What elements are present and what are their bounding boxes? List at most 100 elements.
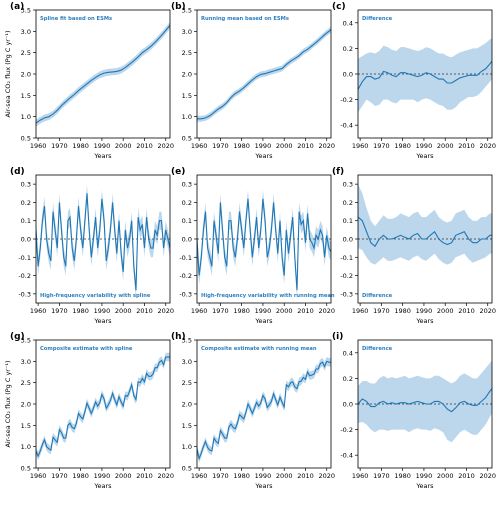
x-tick-label: 1960 bbox=[191, 307, 208, 315]
axes-frame bbox=[35, 339, 171, 469]
y-tick-label: 3.5 bbox=[21, 7, 31, 15]
y-tick-label: 0.0 bbox=[343, 71, 353, 79]
series-line bbox=[197, 198, 331, 291]
x-tick-label: 1960 bbox=[352, 307, 369, 315]
y-tick-label: -0.2 bbox=[340, 96, 353, 104]
x-tick-label: 2000 bbox=[437, 307, 454, 315]
y-tick-label: 0.5 bbox=[21, 465, 31, 473]
x-tick-label: 2010 bbox=[458, 142, 475, 150]
x-axis-label: Years bbox=[93, 317, 112, 325]
x-tick-label: 1990 bbox=[416, 472, 433, 480]
x-axis-label: Years bbox=[254, 482, 273, 490]
x-tick-label: 2010 bbox=[458, 307, 475, 315]
y-tick-label: 0.5 bbox=[182, 465, 192, 473]
y-tick-label: 2.5 bbox=[182, 379, 192, 387]
x-tick-label: 2010 bbox=[297, 307, 314, 315]
x-tick-label: 2010 bbox=[136, 307, 153, 315]
x-tick-label: 2000 bbox=[115, 472, 132, 480]
y-tick-label: 1.5 bbox=[182, 422, 192, 430]
series-line bbox=[197, 360, 331, 461]
x-tick-label: 2020 bbox=[318, 307, 335, 315]
y-tick-label: 3.0 bbox=[182, 358, 192, 366]
x-tick-label: 2010 bbox=[136, 472, 153, 480]
y-tick-label: -0.2 bbox=[340, 426, 353, 434]
y-tick-label: 1.0 bbox=[182, 113, 192, 121]
x-tick-label: 1990 bbox=[255, 307, 272, 315]
y-tick-label: -0.1 bbox=[340, 254, 353, 262]
x-tick-label: 1990 bbox=[255, 472, 272, 480]
x-tick-label: 2020 bbox=[479, 307, 496, 315]
y-tick-label: 3.0 bbox=[182, 28, 192, 36]
x-tick-label: 2020 bbox=[318, 142, 335, 150]
y-tick-label: 0.5 bbox=[21, 135, 31, 143]
panel-annotation: High-frequency variability with spline bbox=[40, 293, 151, 299]
y-axis-label: Air-sea CO₂ flux (Pg C yr⁻¹) bbox=[4, 30, 12, 117]
y-tick-label: 0.0 bbox=[182, 236, 192, 244]
series-line bbox=[358, 216, 492, 248]
x-tick-label: 1980 bbox=[72, 472, 89, 480]
x-tick-label: 1970 bbox=[51, 142, 68, 150]
x-tick-label: 1990 bbox=[416, 142, 433, 150]
x-tick-label: 1980 bbox=[233, 142, 250, 150]
uncertainty-band bbox=[36, 352, 170, 461]
y-tick-label: 0.0 bbox=[343, 236, 353, 244]
panel-label: (f) bbox=[332, 167, 344, 177]
x-tick-label: 1980 bbox=[394, 307, 411, 315]
panel-annotation: Spline fit based on ESMs bbox=[40, 16, 112, 22]
x-axis-label: Years bbox=[93, 152, 112, 160]
y-tick-label: 0.5 bbox=[182, 135, 192, 143]
uncertainty-band bbox=[36, 21, 170, 127]
x-tick-label: 1970 bbox=[51, 307, 68, 315]
x-tick-label: 1970 bbox=[51, 472, 68, 480]
panel-annotation: High-frequency variability with running … bbox=[201, 293, 335, 299]
panel-label: (g) bbox=[10, 332, 25, 342]
panel-c: -0.4 -0.2 0.0 0.2 0.4 1960 1970 1980 1990 2000 201… bbox=[332, 2, 496, 160]
x-tick-label: 1970 bbox=[373, 472, 390, 480]
uncertainty-band bbox=[358, 184, 492, 265]
x-tick-label: 1960 bbox=[30, 142, 47, 150]
x-tick-label: 2020 bbox=[157, 307, 174, 315]
x-tick-label: 2010 bbox=[136, 142, 153, 150]
panel-label: (d) bbox=[10, 167, 25, 177]
panel-annotation: Composite estimate with running mean bbox=[201, 346, 317, 352]
y-tick-label: 0.2 bbox=[343, 45, 353, 53]
y-tick-label: -0.2 bbox=[340, 272, 353, 280]
x-tick-label: 1990 bbox=[94, 472, 111, 480]
x-tick-label: 2010 bbox=[297, 142, 314, 150]
y-axis-label: Air-sea CO₂ flux (Pg C yr⁻¹) bbox=[4, 360, 12, 447]
x-axis-label: Years bbox=[415, 317, 434, 325]
panel-annotation: Difference bbox=[362, 346, 393, 352]
y-tick-label: -0.3 bbox=[179, 290, 192, 298]
panel-label: (c) bbox=[332, 2, 346, 12]
series-line bbox=[36, 193, 170, 291]
x-tick-label: 1960 bbox=[191, 142, 208, 150]
y-tick-label: -0.2 bbox=[18, 272, 31, 280]
series-line bbox=[36, 356, 170, 458]
x-tick-label: 2010 bbox=[458, 472, 475, 480]
y-tick-label: 0.4 bbox=[343, 349, 353, 357]
x-axis-label: Years bbox=[254, 152, 273, 160]
x-tick-label: 2010 bbox=[297, 472, 314, 480]
x-tick-label: 2000 bbox=[437, 472, 454, 480]
panel-d: -0.3 -0.2 -0.1 0.0 0.1 0.2 0.3 1960 1970 1980 1990… bbox=[10, 167, 174, 325]
panel-f: -0.3 -0.2 -0.1 0.0 0.1 0.2 0.3 1960 1970 1980 1990… bbox=[332, 167, 496, 325]
uncertainty-band bbox=[358, 38, 492, 113]
y-tick-label: 3.5 bbox=[182, 7, 192, 15]
y-tick-label: 0.2 bbox=[182, 199, 192, 207]
y-tick-label: 0.3 bbox=[21, 181, 31, 189]
y-tick-label: 1.5 bbox=[21, 422, 31, 430]
y-tick-label: 0.1 bbox=[182, 217, 192, 225]
panel-annotation: Running mean based on ESMs bbox=[201, 16, 289, 22]
x-tick-label: 2020 bbox=[157, 142, 174, 150]
x-tick-label: 2000 bbox=[276, 142, 293, 150]
series-line bbox=[197, 29, 331, 120]
panel-a: 0.5 1.0 1.5 2.0 2.5 3.0 3.5 1960 1970 1980 1990 200… bbox=[4, 2, 174, 160]
x-tick-label: 2020 bbox=[318, 472, 335, 480]
y-tick-label: 0.2 bbox=[21, 199, 31, 207]
x-tick-label: 2020 bbox=[157, 472, 174, 480]
panel-h: 0.5 1.0 1.5 2.0 2.5 3.0 3.5 1960 1970 1980 1990 200… bbox=[171, 332, 335, 490]
y-tick-label: 0.2 bbox=[343, 199, 353, 207]
panel-label: (b) bbox=[171, 2, 186, 12]
x-tick-label: 1960 bbox=[30, 307, 47, 315]
series-line bbox=[358, 60, 492, 90]
